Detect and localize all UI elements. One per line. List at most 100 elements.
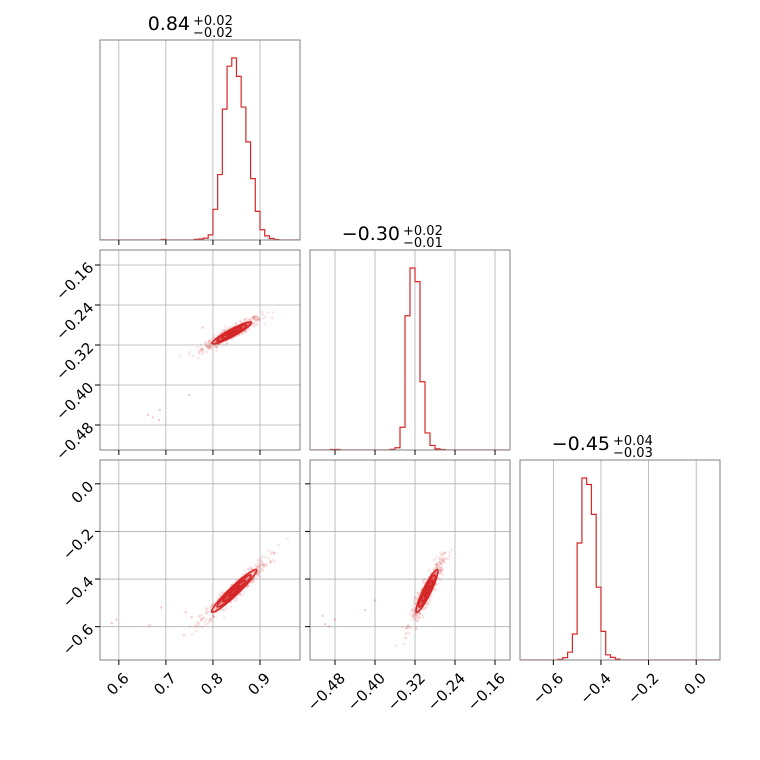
sample-point [190, 633, 194, 636]
sample-point [415, 619, 418, 622]
sample-point [252, 315, 255, 319]
sample-point [405, 626, 409, 630]
sample-point [208, 342, 211, 345]
sample-point [257, 564, 260, 568]
sample-point [256, 315, 260, 319]
sample-point [259, 563, 263, 567]
sample-point [416, 613, 420, 616]
sample-point [442, 558, 446, 562]
sample-point [224, 328, 228, 331]
sample-point [420, 588, 423, 592]
sample-point [209, 605, 213, 609]
contour-line [420, 579, 434, 603]
panel-title-plus: +0.04 [613, 434, 653, 449]
sample-point [255, 315, 258, 319]
contour-line [210, 568, 258, 614]
sample-point [261, 568, 264, 572]
sample-point [199, 343, 203, 347]
sample-point [229, 605, 233, 609]
sample-point [235, 598, 238, 601]
sample-point [418, 616, 421, 619]
x-tick-label: −0.24 [424, 669, 469, 714]
sample-point [425, 604, 429, 608]
sample-point [204, 341, 208, 344]
sample-point [443, 550, 446, 554]
sample-point [234, 596, 238, 599]
x-tick-label: 0.7 [150, 669, 180, 699]
sample-point [231, 582, 234, 586]
sample-point [271, 558, 275, 562]
sample-point [263, 563, 267, 566]
outlier-point [363, 608, 367, 612]
sample-point [256, 561, 260, 565]
sample-point [197, 615, 201, 618]
density-fill [418, 574, 436, 608]
sample-point [254, 564, 257, 567]
sample-point [254, 314, 257, 318]
sample-point [410, 618, 414, 622]
sample-point [252, 322, 255, 326]
sample-point [434, 588, 438, 592]
sample-point [414, 627, 418, 631]
sample-point [214, 345, 218, 348]
sample-point [257, 572, 260, 575]
sample-point [255, 565, 258, 569]
sample-point [209, 345, 212, 348]
sample-point [235, 321, 238, 325]
sample-point [208, 618, 212, 622]
sample-point [286, 537, 289, 540]
sample-point [437, 564, 441, 568]
axes-frame [99, 249, 301, 451]
y-tick-label: −0.4 [59, 573, 97, 611]
sample-point [242, 318, 246, 322]
sample-point [432, 558, 436, 562]
panel-title-plus: +0.02 [193, 14, 233, 29]
sample-point [421, 580, 425, 583]
sample-point [196, 621, 199, 624]
sample-point [408, 632, 411, 635]
contour-line [227, 584, 241, 598]
sample-point [444, 557, 447, 561]
sample-point [259, 556, 263, 560]
sample-point [418, 611, 422, 615]
sample-point [203, 620, 207, 623]
sample-point [200, 618, 204, 621]
sample-point [266, 311, 269, 314]
sample-point [209, 343, 212, 346]
sample-point [260, 310, 264, 314]
sample-point [439, 553, 442, 557]
sample-point [200, 625, 204, 629]
sample-point [239, 321, 243, 324]
panel-title-minus: −0.03 [613, 446, 653, 461]
sample-point [270, 550, 274, 554]
sample-point [224, 342, 228, 346]
sample-point [439, 558, 443, 562]
sample-point [209, 617, 213, 620]
sample-point [439, 565, 442, 569]
sample-point [440, 568, 444, 571]
outlier-point [321, 614, 324, 618]
sample-point [200, 347, 203, 351]
sample-point [413, 616, 416, 620]
sample-point [197, 351, 201, 355]
sample-point [412, 601, 416, 605]
sample-point [258, 317, 262, 321]
sample-point [435, 566, 438, 570]
sample-point [197, 621, 201, 625]
sample-point [239, 319, 242, 323]
sample-point [421, 616, 425, 619]
sample-point [405, 626, 408, 630]
sample-point [212, 615, 216, 619]
contour-line [222, 579, 247, 603]
sample-point [248, 318, 252, 321]
sample-point [406, 624, 409, 628]
sample-point [234, 323, 238, 327]
hist-panel-2 [519, 459, 721, 661]
sample-point [245, 329, 248, 333]
sample-point [412, 599, 416, 602]
sample-point [257, 575, 261, 578]
sample-point [255, 318, 259, 322]
sample-point [438, 567, 442, 571]
sample-point [435, 565, 439, 568]
sample-point [219, 594, 222, 597]
